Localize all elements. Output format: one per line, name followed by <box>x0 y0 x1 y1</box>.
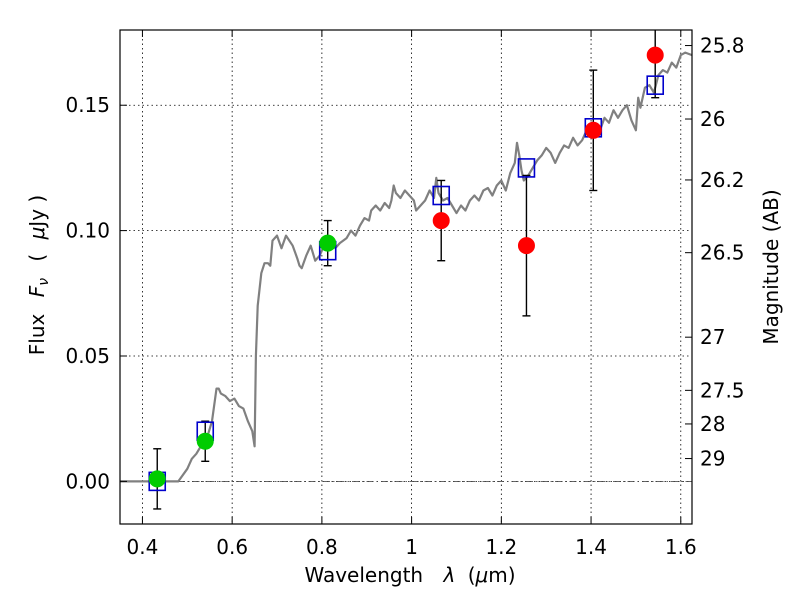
x-tick-label: 0.4 <box>127 535 159 559</box>
model_photometry-marker <box>646 75 665 95</box>
y-tick-label: 0.00 <box>65 469 110 493</box>
plot-frame <box>119 29 693 525</box>
y-axis-title-unit-mu: μ <box>25 227 49 241</box>
model_photometry-marker <box>432 185 451 206</box>
x-axis-title-unit-rest: m) <box>488 563 515 587</box>
mag-tick-label: 25.8 <box>700 34 745 58</box>
x-tick-label: 1.4 <box>575 535 607 559</box>
x-tick-label: 0.8 <box>306 535 338 559</box>
observed_optical-marker <box>196 432 214 450</box>
y-tick-label: 0.05 <box>65 344 110 368</box>
grid <box>120 30 692 524</box>
y-axis-title-unit-open: ( <box>25 254 49 262</box>
y-axis-title-unit-rest: Jy ) <box>25 195 49 229</box>
x-axis-title-symbol: λ <box>442 563 455 587</box>
x-axis-title-prefix: Wavelength <box>304 563 423 587</box>
y-axis-title-prefix: Flux <box>25 313 49 355</box>
y-axis-title: Flux Fν ( μJy ) <box>25 195 53 355</box>
x-axis-title-unit-open: ( <box>468 563 476 587</box>
mag-tick-label: 26 <box>700 107 725 131</box>
model_photometry-marker <box>517 158 536 178</box>
y-tick-label: 0.10 <box>65 219 110 243</box>
mag-tick-label: 27 <box>700 325 725 349</box>
y-axis-title-symbol: F <box>25 285 49 297</box>
observed_nir-marker <box>646 46 664 64</box>
axis-ticks: 0.4 0.6 0.8 1 1.2 1.4 1.6 0.00 0.05 0.10 0.15 25.8 2… <box>65 30 745 559</box>
mag-tick-label: 28 <box>700 412 725 436</box>
x-tick-label: 0.6 <box>216 535 248 559</box>
observed_nir-marker <box>584 121 602 139</box>
mag-tick-label: 27.5 <box>700 378 745 402</box>
data-markers <box>148 46 665 492</box>
x-tick-label: 1 <box>405 535 418 559</box>
right-axis-title: Magnitude (AB) <box>759 189 783 344</box>
x-tick-label: 1.6 <box>665 535 697 559</box>
x-axis-title: Wavelength λ (μm) <box>304 563 515 587</box>
x-axis-title-unit-mu: μ <box>475 563 489 587</box>
x-tick-label: 1.2 <box>485 535 517 559</box>
mag-tick-label: 29 <box>700 447 725 471</box>
y-axis-title-sub: ν <box>36 278 52 286</box>
observed_optical-marker <box>319 234 337 252</box>
mag-tick-label: 26.2 <box>700 168 745 192</box>
observed_nir-marker <box>517 237 535 255</box>
mag-tick-label: 26.5 <box>700 241 745 265</box>
observed_optical-marker <box>148 470 166 488</box>
y-tick-label: 0.15 <box>65 93 110 117</box>
observed_nir-marker <box>432 212 450 230</box>
